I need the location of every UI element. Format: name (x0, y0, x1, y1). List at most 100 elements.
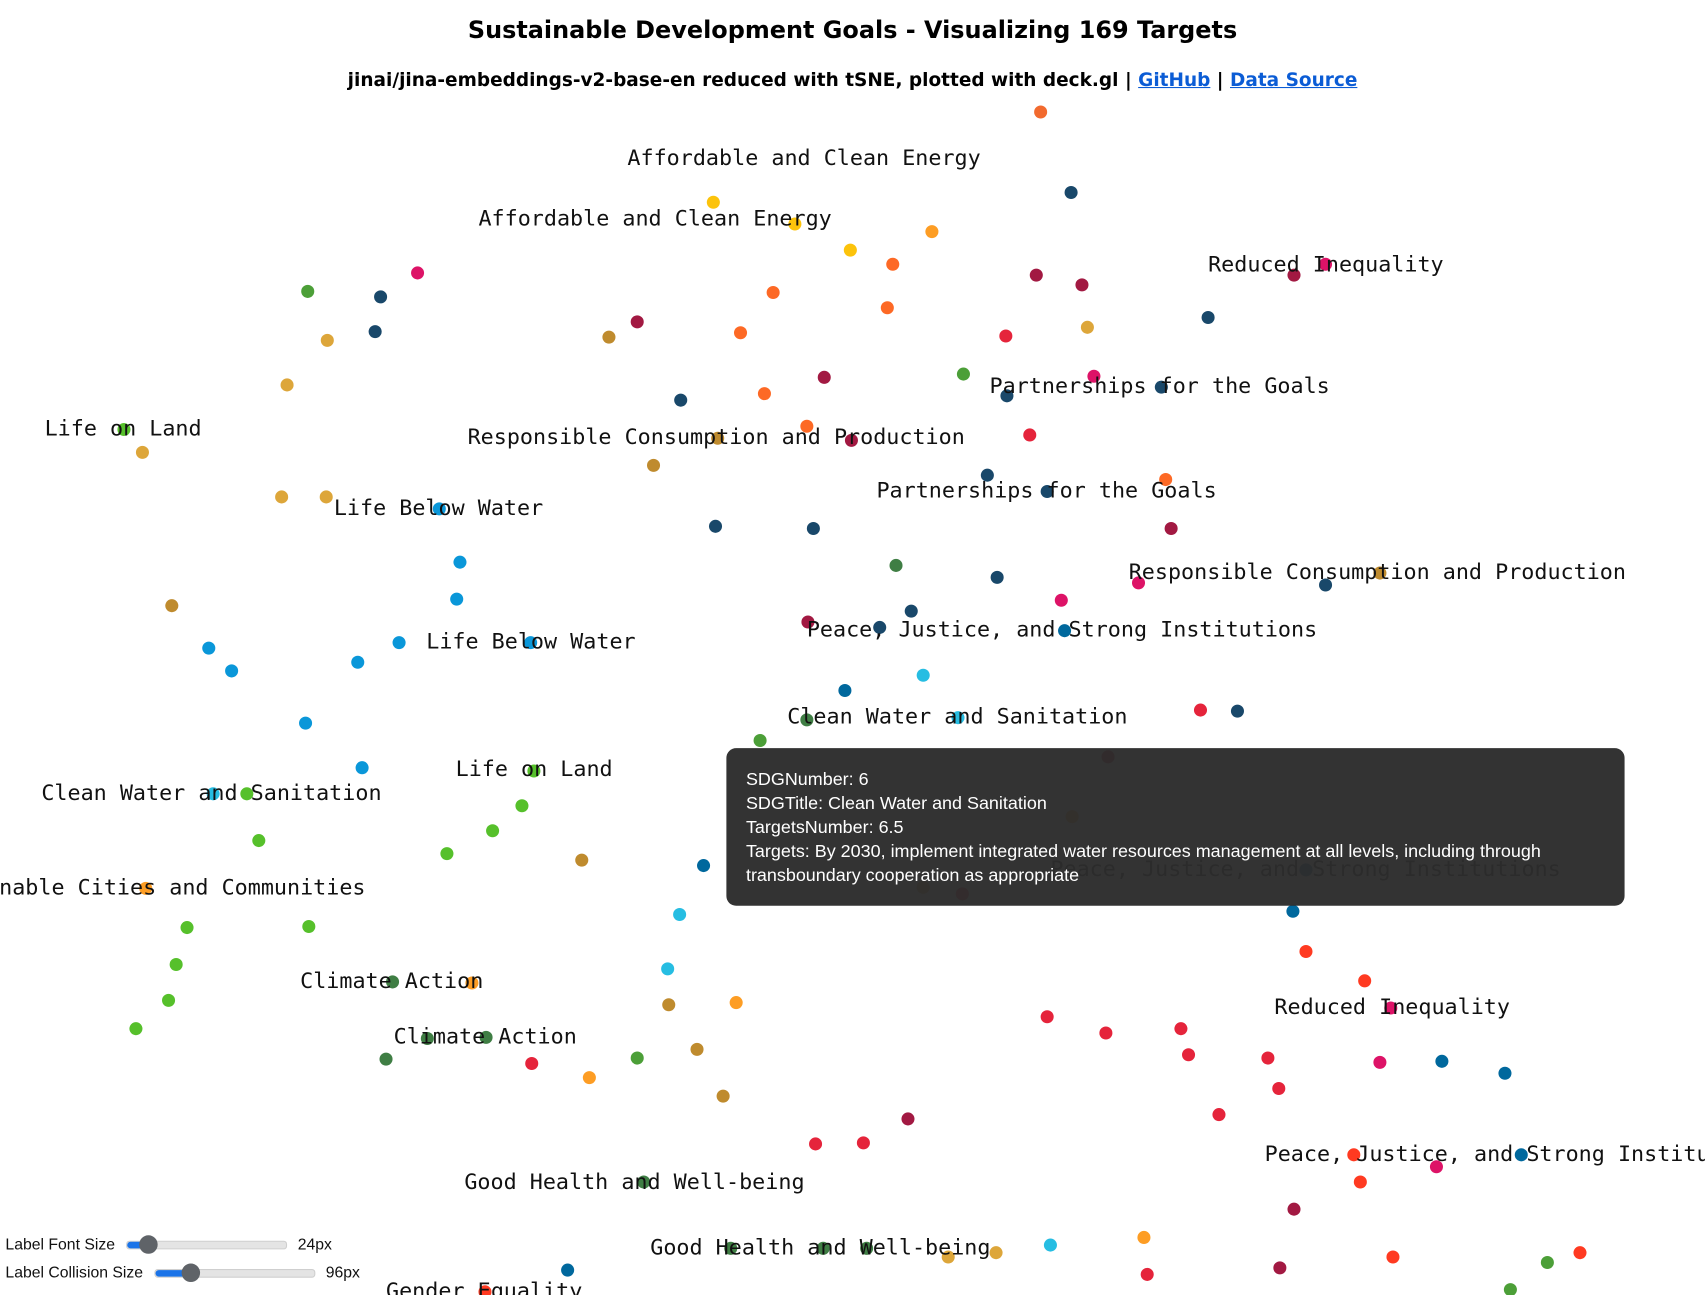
target-point (1054, 593, 1068, 607)
subtitle: jinai/jina-embeddings-v2-base-en reduced… (0, 70, 1705, 92)
target-point (1000, 389, 1014, 403)
goal-label: Climate Action (300, 969, 483, 994)
target-point (1043, 1238, 1057, 1252)
target-point (904, 604, 918, 618)
target-point (1034, 105, 1048, 119)
goal-label: Affordable and Clean Energy (478, 207, 831, 232)
target-point (674, 393, 688, 407)
target-point (432, 502, 446, 516)
target-point (1540, 1255, 1554, 1269)
target-point (1261, 1051, 1275, 1065)
target-point (708, 519, 723, 533)
target-point (252, 834, 266, 848)
slider[interactable] (153, 1263, 315, 1283)
goal-label: Affordable and Clean Energy (627, 146, 980, 171)
target-point (206, 787, 220, 801)
target-point (1287, 1202, 1301, 1216)
target-point (1164, 521, 1178, 536)
font-size-control: Label Font Size 24px (5, 1234, 332, 1256)
goal-label: Good Health and Well-being (650, 1235, 990, 1260)
target-point (386, 975, 400, 989)
target-point (860, 1241, 874, 1255)
target-point (515, 799, 529, 813)
target-point (800, 713, 814, 727)
target-point (582, 1071, 596, 1085)
target-point (1573, 1246, 1587, 1260)
goal-label: Climate Action (394, 1024, 577, 1049)
target-point (575, 853, 589, 867)
target-point (299, 716, 313, 730)
target-point (1287, 268, 1301, 282)
target-point (729, 996, 743, 1010)
target-point (1080, 320, 1094, 334)
goal-label: Life Below Water (334, 496, 543, 521)
goal-label: Responsible Consumption and Production (468, 425, 965, 450)
target-point (165, 599, 179, 613)
target-point (1272, 1081, 1286, 1096)
target-point (420, 1031, 434, 1045)
slider[interactable] (125, 1235, 287, 1254)
goal-label: Reduced Inequality (1208, 252, 1444, 277)
target-point (951, 711, 965, 725)
target-point (901, 1112, 915, 1126)
target-point (392, 636, 406, 650)
goal-label: Clean Water and Sanitation (41, 781, 381, 806)
target-point (916, 668, 930, 682)
target-point (117, 422, 131, 437)
target-point (302, 919, 316, 933)
target-point (320, 333, 334, 347)
target-point (711, 431, 725, 445)
goal-label: Good Health and Well-being (464, 1170, 804, 1195)
target-point (561, 1263, 575, 1277)
goal-label: Life on Land (45, 417, 202, 442)
title: Sustainable Development Goals - Visualiz… (467, 17, 1238, 45)
goal-label: Gender Equality (386, 1279, 582, 1295)
target-point (990, 570, 1004, 584)
target-point (479, 1030, 493, 1044)
target-point (374, 290, 388, 304)
target-point (1058, 624, 1072, 638)
target-point (1075, 278, 1089, 292)
target-point (1384, 1001, 1398, 1015)
target-point (351, 655, 365, 669)
target-point (1299, 944, 1313, 958)
target-point (1040, 484, 1054, 499)
data-source-link[interactable]: Data Source (1230, 69, 1358, 92)
target-point (486, 824, 500, 838)
target-point (135, 445, 149, 459)
target-point (1429, 1160, 1443, 1174)
target-point (1174, 1022, 1188, 1036)
github-link[interactable]: GitHub (1138, 69, 1211, 92)
tooltip-line: SDGNumber: 6 (745, 769, 869, 790)
target-point (1159, 473, 1173, 487)
target-point (661, 962, 675, 976)
target-point (697, 859, 711, 873)
target-point (525, 1056, 539, 1071)
target-point (1358, 974, 1372, 988)
collision-size-control: Label Collision Size 96px (5, 1262, 360, 1284)
target-point (1273, 1261, 1287, 1275)
target-point (1503, 1283, 1517, 1295)
target-point (524, 636, 538, 650)
target-point (766, 285, 780, 300)
separator: | (1124, 69, 1132, 92)
tooltip-line: SDGTitle: Clean Water and Sanitation (745, 793, 1047, 814)
target-point (1353, 1175, 1367, 1189)
target-point (880, 301, 894, 315)
target-point (1319, 257, 1333, 271)
target-point (788, 217, 802, 231)
target-point (1319, 578, 1333, 592)
target-point (478, 1285, 492, 1295)
target-point (925, 225, 939, 239)
target-point (1201, 310, 1215, 325)
target-point (280, 378, 294, 392)
target-point (637, 1175, 651, 1189)
target-point (202, 641, 216, 655)
target-point (706, 195, 720, 209)
target-point (1029, 268, 1043, 282)
target-point (999, 329, 1013, 343)
target-point (180, 921, 194, 935)
target-point (1140, 1267, 1154, 1281)
target-point (1498, 1066, 1512, 1080)
